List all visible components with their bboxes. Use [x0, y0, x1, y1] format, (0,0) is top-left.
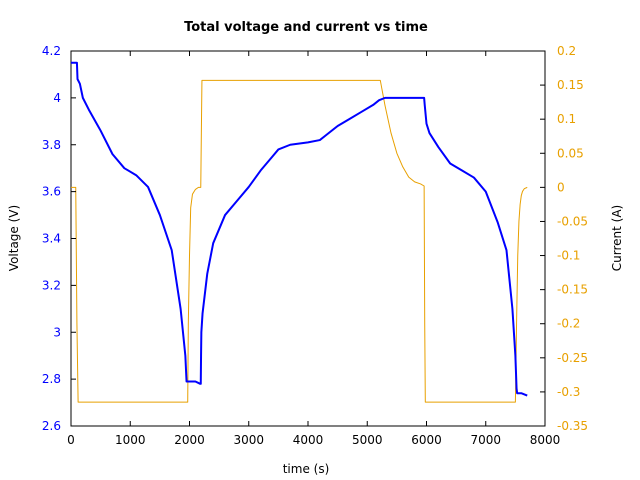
- plot-border: [70, 50, 546, 427]
- y-axis-left-label: Voltage (V): [7, 205, 21, 271]
- x-tick-label: 3000: [233, 433, 264, 447]
- y-right-tick-label: -0.1: [557, 249, 580, 263]
- y-axis-right-label: Current (A): [610, 205, 624, 271]
- current-series-line: [71, 79, 528, 403]
- y-left-tick-label: 2.6: [42, 419, 61, 433]
- x-tick-label: 1000: [115, 433, 146, 447]
- ticks-layer: 0 1000 2000 3000 4000 5000 6000 7000 8000 2.6 2.8 3…: [42, 44, 588, 447]
- x-axis-label: time (s): [283, 462, 330, 476]
- chart-title: Total voltage and current vs time: [184, 20, 428, 35]
- y-right-tick-label: -0.3: [557, 385, 580, 399]
- x-tick-label: 8000: [530, 433, 561, 447]
- y-left-tick-label: 4: [53, 91, 61, 105]
- x-tick-label: 4000: [293, 433, 324, 447]
- y-left-tick-label: 3.8: [42, 138, 61, 152]
- x-tick-label: 6000: [411, 433, 442, 447]
- y-right-tick-label: -0.15: [557, 283, 588, 297]
- y-right-tick-label: 0: [557, 180, 565, 194]
- y-left-tick-label: 3: [53, 325, 61, 339]
- y-right-tick-label: 0.1: [557, 112, 576, 126]
- voltage-series-line: [71, 61, 528, 397]
- y-right-tick-label: 0.2: [557, 44, 576, 58]
- y-right-tick-label: -0.25: [557, 351, 588, 365]
- x-tick-label: 7000: [470, 433, 501, 447]
- y-left-tick-label: 2.8: [42, 372, 61, 386]
- x-tick-label: 2000: [174, 433, 205, 447]
- x-tick-label: 5000: [352, 433, 383, 447]
- y-right-tick-label: -0.35: [557, 419, 588, 433]
- series-layer: [71, 61, 528, 403]
- y-left-tick-label: 4.2: [42, 44, 61, 58]
- y-right-tick-label: -0.2: [557, 317, 580, 331]
- y-right-tick-label: 0.15: [557, 78, 584, 92]
- y-left-tick-label: 3.2: [42, 278, 61, 292]
- y-left-tick-label: 3.4: [42, 232, 61, 246]
- y-right-tick-label: 0.05: [557, 146, 584, 160]
- plot-frame: [70, 50, 546, 427]
- x-tick-label: 0: [67, 433, 75, 447]
- y-right-tick-label: -0.05: [557, 214, 588, 228]
- y-left-tick-label: 3.6: [42, 185, 61, 199]
